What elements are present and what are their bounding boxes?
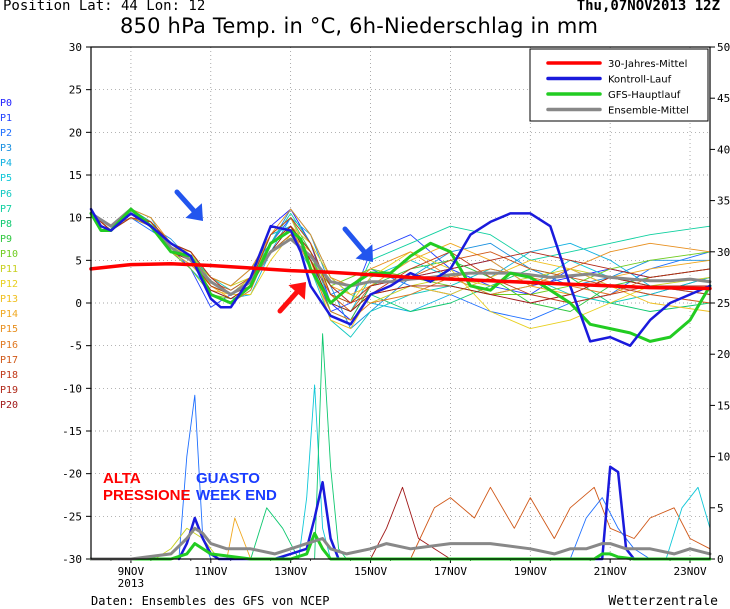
arrow-blue-2 [342,226,373,262]
y-right-tick-label: 10 [717,451,730,464]
y-left-tick-label: 30 [69,41,82,54]
y-right-tick-label: 30 [717,246,730,259]
ensemble-member-label: P13 [0,294,19,306]
ensemble-member-precip-line [250,507,300,560]
x-tick-label: 15NOV [354,565,387,578]
gfs-main-run-line-temp [89,207,712,343]
ensemble-member-label: P20 [0,399,19,411]
plot-area [91,47,710,559]
ensemble-member-label: P6 [0,188,13,200]
ensemble-member-label: P8 [0,218,13,230]
arrow-blue-1 [174,189,203,221]
chart-title: 850 hPa Temp. in °C, 6h-Niederschlag in … [120,14,599,38]
x-tick-label: 19NOV [514,565,547,578]
ensemble-member-precip-line [410,486,711,560]
y-left-tick-label: -25 [62,510,82,523]
ensemble-member-label: P5 [0,173,13,185]
x-tick-label: 9NOV [118,565,145,578]
ensemble-member-precip-line [569,497,651,560]
ensemble-member-label: P18 [0,369,19,381]
y-left-tick-label: 5 [75,254,82,267]
legend-label: 30-Jahres-Mittel [608,59,687,70]
y-right-tick-label: 15 [717,399,730,412]
header-date: Thu,07NOV2013 12Z [576,0,720,14]
annotation-guasto-line: WEEK END [196,487,277,504]
y-left-tick-label: 10 [69,212,82,225]
ensemble-member-label: P10 [0,248,19,260]
y-left-tick-label: 15 [69,169,82,182]
ensemble-member-label: P4 [0,158,13,170]
arrow-red [277,282,306,314]
header-position: Position Lat: 44 Lon: 12 [3,0,206,14]
y-left-tick-label: 0 [75,297,82,310]
y-right-tick-label: 0 [717,553,724,566]
y-left-tick-label: -15 [62,425,82,438]
ensemble-member-precip-line [298,384,332,560]
y-left-tick-label: -20 [62,468,82,481]
climatology-line-temp [89,261,712,291]
annotation-guasto-week-end: GUASTO WEEK END [196,470,277,504]
ensemble-member-label: P19 [0,384,19,396]
ensemble-member-label: P7 [0,203,13,215]
x-tick-label: 17NOV [434,565,467,578]
legend-label: Kontroll-Lauf [608,75,672,86]
annotation-alta-pressione: ALTA PRESSIONE [103,470,191,504]
ensemble-mean-line-precip [89,526,712,561]
y-right-tick-label: 20 [717,348,730,361]
x-tick-sublabel: 2013 [118,577,145,590]
annotation-guasto-line: GUASTO [196,470,260,487]
ensemble-member-label: P17 [0,354,19,366]
ensemble-member-label: P15 [0,324,19,336]
ensemble-member-label: P2 [0,128,13,140]
ensemble-member-list: P0 P1 P2 P3 P4 P5 P6 P7 P8 P9 P10 P11 P12 P13 P14 P15 P1… [0,96,18,413]
control-run-line-precip [177,465,636,561]
legend-label: Ensemble-Mittel [608,106,689,117]
ensemble-member-precip-line [665,486,711,560]
y-right-tick-label: 35 [717,195,730,208]
plot-border [90,46,711,560]
y-left-tick-label: 20 [69,126,82,139]
ensemble-member-label: P9 [0,233,13,245]
x-tick-label: 13NOV [274,565,307,578]
y-left-tick-label: -10 [62,382,82,395]
ensemble-member-precip-line [370,486,451,560]
footer-brand: Wetterzentrale [608,594,718,609]
y-left-tick-label: -30 [62,553,82,566]
ensemble-member-precip-line [154,527,220,560]
ensemble-member-label: P3 [0,143,13,155]
annotation-alta-line: ALTA [103,470,141,487]
y-right-tick-label: 50 [717,41,730,54]
ensemble-member-label: P1 [0,113,13,125]
y-right-tick-label: 45 [717,92,730,105]
x-tick-label: 11NOV [194,565,227,578]
ensemble-member-label: P14 [0,309,19,321]
y-right-tick-label: 25 [717,297,730,310]
y-right-tick-label: 5 [717,502,724,515]
footer-source: Daten: Ensembles des GFS von NCEP [91,594,330,608]
ensemble-member-label: P12 [0,279,19,291]
legend-label: GFS-Hauptlauf [608,90,681,101]
gfs-main-run-line-precip [89,531,712,561]
x-tick-label: 21NOV [594,565,627,578]
y-left-tick-label: -5 [69,340,82,353]
annotation-alta-line: PRESSIONE [103,487,191,504]
y-left-tick-label: 25 [69,84,82,97]
ensemble-member-label: P11 [0,264,19,276]
x-tick-label: 23NOV [673,565,706,578]
ensemble-member-label: P16 [0,339,19,351]
ensemble-member-label: P0 [0,98,13,109]
control-run-line-temp [89,207,712,347]
y-right-tick-label: 40 [717,143,730,156]
